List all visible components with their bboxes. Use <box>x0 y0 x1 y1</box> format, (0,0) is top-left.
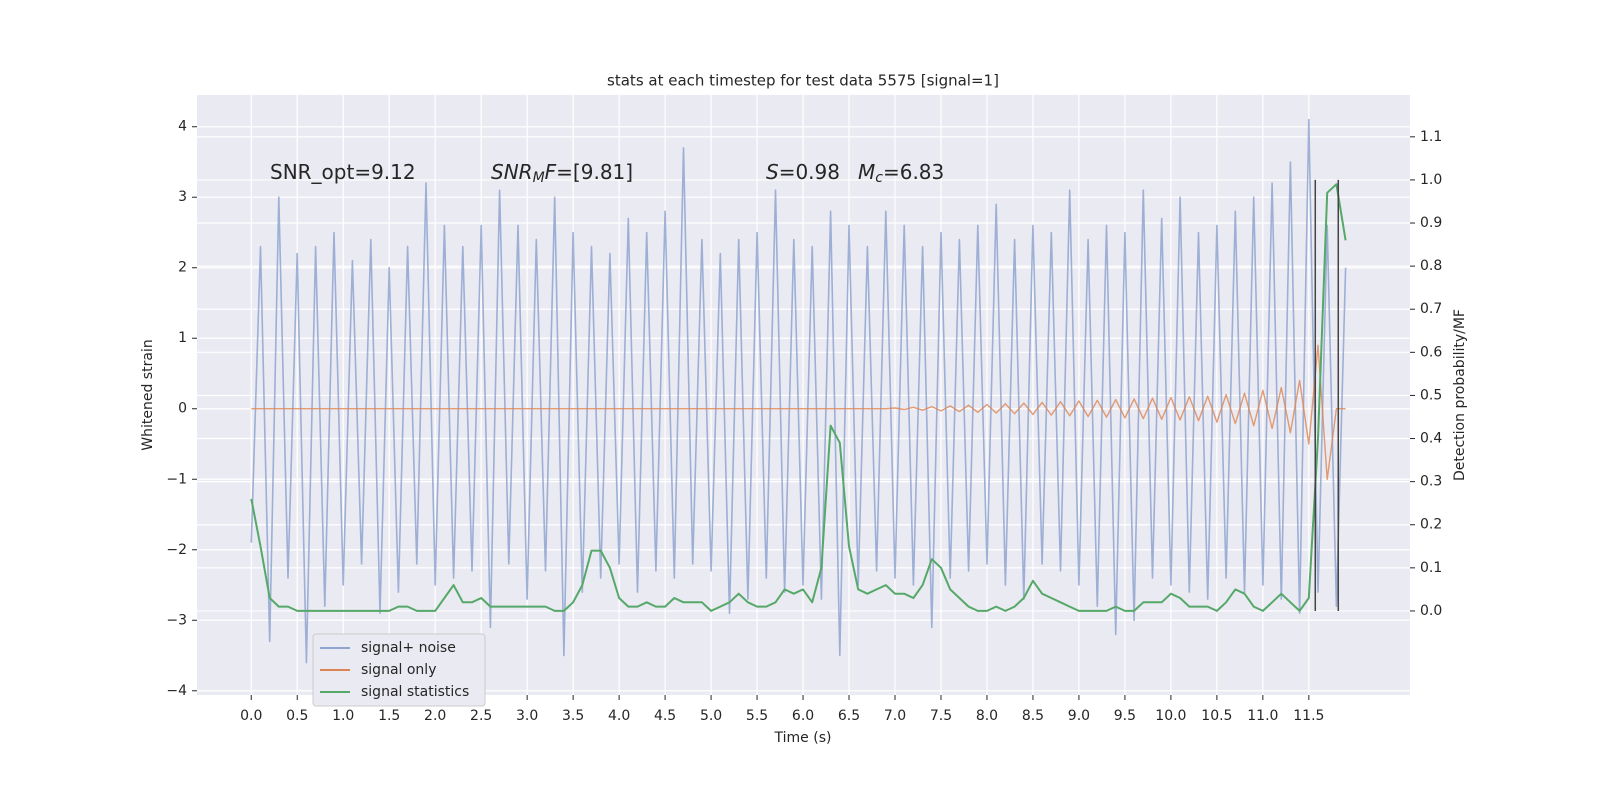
y-tick-label: −3 <box>166 612 187 628</box>
annotation-part: =0.98 <box>779 160 840 184</box>
y2-axis-label: Detection probability/MF <box>1452 309 1468 481</box>
y-tick-label: −4 <box>166 683 187 699</box>
y-tick-label: −1 <box>166 471 187 487</box>
annotation-part: =[9.81] <box>556 160 633 184</box>
x-tick-label: 6.0 <box>792 708 814 724</box>
y2-tick-label: 0.5 <box>1420 387 1442 403</box>
y-tick-label: 3 <box>178 189 187 205</box>
x-tick-label: 9.5 <box>1114 708 1136 724</box>
y-tick-label: 0 <box>178 401 187 417</box>
series-line <box>250 183 1347 612</box>
legend-label: signal only <box>361 662 436 678</box>
annotation-part: =6.83 <box>883 160 944 184</box>
x-tick-label: 1.5 <box>378 708 400 724</box>
x-tick-label: 4.5 <box>654 708 676 724</box>
annotation: S=0.98 <box>766 160 840 184</box>
y2-tick-label: 0.8 <box>1420 258 1442 274</box>
x-tick-label: 8.0 <box>976 708 998 724</box>
y-tick-label: 2 <box>178 260 187 276</box>
x-tick-label: 7.0 <box>884 708 906 724</box>
x-tick-label: 10.0 <box>1155 708 1186 724</box>
legend-label: signal statistics <box>361 684 469 700</box>
x-tick-label: 11.0 <box>1247 708 1278 724</box>
y-axis-label: Whitened strain <box>140 339 156 450</box>
x-tick-label: 3.5 <box>562 708 584 724</box>
x-tick-label: 4.0 <box>608 708 630 724</box>
legend-label: signal+ noise <box>361 640 456 656</box>
annotation-part: M <box>533 170 545 186</box>
x-tick-label: 3.0 <box>516 708 538 724</box>
y2-tick-label: 0.9 <box>1420 215 1442 231</box>
annotation-part: F <box>545 160 557 184</box>
y2-tick-label: 0.6 <box>1420 344 1442 360</box>
x-tick-label: 10.5 <box>1201 708 1232 724</box>
x-tick-label: 0.5 <box>286 708 308 724</box>
x-tick-label: 5.0 <box>700 708 722 724</box>
y2-tick-label: 0.2 <box>1420 517 1442 533</box>
x-tick-label: 2.0 <box>424 708 446 724</box>
annotation: SNRMF=[9.81] <box>491 160 633 187</box>
x-tick-label: 11.5 <box>1293 708 1324 724</box>
series-line <box>251 344 1346 480</box>
y-tick-label: −2 <box>166 542 187 558</box>
x-tick-label: 1.0 <box>332 708 354 724</box>
y-tick-label: 4 <box>178 119 187 135</box>
x-tick-label: 5.5 <box>746 708 768 724</box>
y2-tick-label: 1.1 <box>1420 129 1442 145</box>
x-tick-label: 9.0 <box>1068 708 1090 724</box>
x-axis-label: Time (s) <box>774 730 832 746</box>
y2-tick-label: 0.0 <box>1420 603 1442 619</box>
chart-title: stats at each timestep for test data 557… <box>607 72 999 90</box>
legend-box <box>312 633 486 707</box>
x-tick-label: 6.5 <box>838 708 860 724</box>
y2-tick-label: 0.3 <box>1420 474 1442 490</box>
y2-tick-label: 0.7 <box>1420 301 1442 317</box>
annotation-part: c <box>875 170 883 186</box>
y2-tick-label: 0.4 <box>1420 431 1442 447</box>
x-tick-label: 0.0 <box>240 708 262 724</box>
x-tick-label: 8.5 <box>1022 708 1044 724</box>
annotation-part: SNR <box>491 160 533 184</box>
y-tick-label: 1 <box>178 330 187 346</box>
annotation: SNR_opt=9.12 <box>270 160 416 184</box>
x-tick-label: 7.5 <box>930 708 952 724</box>
annotation: Mc=6.83 <box>858 160 944 187</box>
annotation-part: M <box>858 160 875 184</box>
x-tick-label: 2.5 <box>470 708 492 724</box>
annotation-part: S <box>766 160 779 184</box>
annotation-part: SNR_opt=9.12 <box>270 160 416 184</box>
y2-tick-label: 1.0 <box>1420 172 1442 188</box>
series-line <box>250 118 1347 664</box>
y2-tick-label: 0.1 <box>1420 560 1442 576</box>
